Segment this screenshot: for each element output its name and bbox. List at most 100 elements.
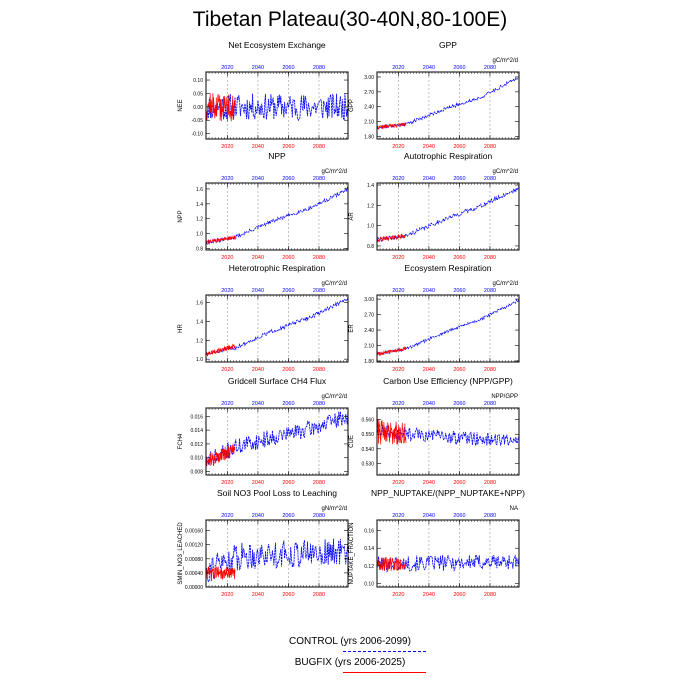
x-tick-label-bottom: 2060 <box>282 592 294 598</box>
y-tick-label: 0.8 <box>196 247 203 253</box>
y-tick-label: 0.00120 <box>185 543 203 549</box>
series-line-control <box>376 298 520 357</box>
y-tick-label: 0.014 <box>190 428 203 434</box>
y-tick-label: -0.10 <box>192 132 204 138</box>
y-tick-label: -0.05 <box>192 118 204 124</box>
y-tick-label: 0.10 <box>193 78 203 84</box>
series-line-control <box>205 296 349 356</box>
x-tick-label-bottom: 2080 <box>313 144 325 150</box>
chart-panel-4: Autotrophic Respiration gC/m^2/d AR 2020 202… <box>349 151 520 261</box>
x-tick-label-bottom: 2080 <box>313 255 325 261</box>
y-tick-label: 2.70 <box>364 90 374 96</box>
x-tick-label-bottom: 2060 <box>282 480 294 486</box>
y-axis-label: SMIN_NO3_LEACHED <box>178 522 184 585</box>
y-tick-label: 0.530 <box>361 461 374 467</box>
y-tick-label: 0.10 <box>364 581 374 587</box>
y-tick-label: 0.540 <box>361 447 374 453</box>
chart-units: gN/m^2/d <box>322 506 348 512</box>
chart-panel-9: Soil NO3 Pool Loss to Leaching gN/m^2/d SM… <box>178 488 349 598</box>
y-tick-label: 0.016 <box>190 414 203 420</box>
x-tick-label-top: 2040 <box>423 513 435 519</box>
x-tick-label-top: 2020 <box>392 401 404 407</box>
x-tick-label-top: 2040 <box>252 513 264 519</box>
x-tick-label-top: 2060 <box>453 513 465 519</box>
y-tick-label: 2.10 <box>364 344 374 350</box>
x-tick-label-bottom: 2020 <box>221 592 233 598</box>
plot-frame <box>205 71 349 140</box>
x-tick-label-top: 2020 <box>221 401 233 407</box>
x-tick-label-top: 2020 <box>221 288 233 294</box>
x-tick-label-top: 2060 <box>453 65 465 71</box>
x-tick-label-top: 2040 <box>252 65 264 71</box>
x-tick-label-bottom: 2040 <box>423 144 435 150</box>
x-tick-label-bottom: 2040 <box>423 255 435 261</box>
x-tick-label-bottom: 2060 <box>453 255 465 261</box>
series-line-bugfix <box>376 557 407 572</box>
legend-bugfix-swatch <box>343 672 426 673</box>
x-tick-label-bottom: 2040 <box>423 592 435 598</box>
x-tick-label-top: 2040 <box>252 401 264 407</box>
x-tick-label-top: 2060 <box>282 513 294 519</box>
x-tick-label-bottom: 2060 <box>453 592 465 598</box>
y-tick-label: 0.00040 <box>185 571 203 577</box>
x-tick-label-top: 2060 <box>282 401 294 407</box>
chart-panel-7: Gridcell Surface CH4 Flux gC/m^2/d FCH4 202… <box>178 376 349 486</box>
x-tick-label-top: 2040 <box>423 288 435 294</box>
y-tick-label: 0.12 <box>364 564 374 570</box>
chart-panel-5: Heterotrophic Respiration gC/m^2/d HR 2020 2… <box>178 263 349 373</box>
x-tick-label-top: 2040 <box>423 65 435 71</box>
series-line-bugfix <box>376 346 407 356</box>
x-tick-label-bottom: 2060 <box>453 144 465 150</box>
series-line-control <box>205 186 349 246</box>
chart-title: GPP <box>439 40 457 50</box>
chart-title: Ecosystem Respiration <box>405 263 492 273</box>
legend-bugfix-label: BUGFIX (yrs 2006-2025) <box>294 657 406 668</box>
y-axis-label: NEE <box>178 99 184 111</box>
y-tick-label: 0.008 <box>190 470 203 476</box>
series-line-bugfix <box>376 419 407 445</box>
page-title: Tibetan Plateau(30-40N,80-100E) <box>192 8 508 31</box>
x-tick-label-bottom: 2040 <box>252 480 264 486</box>
chart-units: gC/m^2/d <box>322 281 348 287</box>
x-tick-label-top: 2060 <box>453 401 465 407</box>
x-tick-label-bottom: 2020 <box>392 480 404 486</box>
chart-title: Carbon Use Efficiency (NPP/GPP) <box>383 376 513 386</box>
x-tick-label-bottom: 2080 <box>484 367 496 373</box>
x-tick-label-bottom: 2080 <box>484 592 496 598</box>
chart-units: gC/m^2/d <box>493 281 519 287</box>
series-line-bugfix <box>205 566 236 581</box>
x-tick-label-bottom: 2060 <box>282 144 294 150</box>
x-tick-label-top: 2080 <box>484 401 496 407</box>
x-tick-label-top: 2020 <box>221 65 233 71</box>
series-line-control <box>205 93 349 122</box>
y-tick-label: 1.4 <box>367 183 374 189</box>
x-tick-label-top: 2040 <box>252 288 264 294</box>
x-tick-label-top: 2080 <box>313 513 325 519</box>
x-tick-label-top: 2020 <box>392 288 404 294</box>
y-tick-label: 0.8 <box>367 244 374 250</box>
x-tick-label-bottom: 2040 <box>252 592 264 598</box>
x-tick-label-top: 2080 <box>313 65 325 71</box>
series-line-control <box>376 77 520 130</box>
x-tick-label-bottom: 2040 <box>252 255 264 261</box>
x-tick-label-top: 2020 <box>392 513 404 519</box>
series-line-bugfix <box>376 122 407 130</box>
y-tick-label: 0.010 <box>190 456 203 462</box>
series-line-bugfix <box>205 343 236 357</box>
y-tick-label: 0.00160 <box>185 529 203 535</box>
y-tick-label: 3.00 <box>364 75 374 81</box>
x-tick-label-top: 2020 <box>221 176 233 182</box>
x-tick-label-bottom: 2020 <box>392 255 404 261</box>
y-tick-label: 2.70 <box>364 313 374 319</box>
y-tick-label: 0.00 <box>193 105 203 111</box>
chart-title: Net Ecosystem Exchange <box>228 40 326 50</box>
plot-frame <box>205 294 349 363</box>
plot-frame <box>376 71 520 140</box>
x-tick-label-bottom: 2040 <box>423 480 435 486</box>
y-tick-label: 0.16 <box>364 529 374 535</box>
y-tick-label: 0.00080 <box>185 557 203 563</box>
x-tick-label-bottom: 2040 <box>252 144 264 150</box>
x-tick-label-top: 2040 <box>423 401 435 407</box>
y-tick-label: 1.0 <box>367 224 374 230</box>
y-tick-label: 1.80 <box>364 359 374 365</box>
